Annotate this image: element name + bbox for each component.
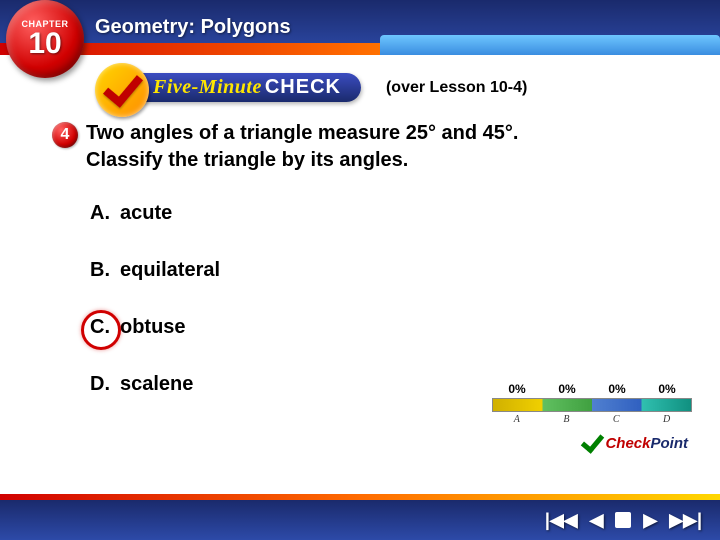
- five-minute-check-row: Five-MinuteCHECK (over Lesson 10-4): [105, 73, 690, 102]
- page-title: Geometry: Polygons: [95, 16, 291, 39]
- question-line-2: Classify the triangle by its angles.: [86, 147, 518, 174]
- response-bar-chart: 0% 0% 0% 0% A B C D: [492, 382, 692, 425]
- lbl-c: C: [613, 414, 620, 425]
- question-text: Two angles of a triangle measure 25° and…: [86, 120, 518, 174]
- pct-c: 0%: [608, 382, 625, 396]
- footer-stripe: [0, 494, 720, 500]
- checkpoint-logo: CheckPoint: [581, 432, 688, 454]
- nav-stop-icon[interactable]: [615, 512, 631, 528]
- choice-a[interactable]: A. acute: [90, 202, 690, 225]
- checkpoint-part2: Point: [651, 435, 689, 452]
- lbl-a: A: [514, 414, 520, 425]
- label-row: A B C D: [492, 414, 692, 425]
- nav-next-icon[interactable]: ▶: [643, 510, 657, 531]
- choice-letter: C.: [90, 316, 120, 339]
- content-area: Five-MinuteCHECK (over Lesson 10-4) 4 Tw…: [0, 55, 720, 500]
- fmc-brand-part2: CHECK: [265, 76, 341, 98]
- lbl-d: D: [663, 414, 670, 425]
- checkmark-icon: [581, 432, 603, 454]
- choice-letter: B.: [90, 259, 120, 282]
- choice-c[interactable]: C. obtuse: [90, 316, 690, 339]
- pct-b: 0%: [558, 382, 575, 396]
- chapter-number: 10: [28, 29, 61, 59]
- chapter-badge: CHAPTER 10: [6, 0, 84, 78]
- response-bar-band: [492, 398, 692, 412]
- five-minute-check-badge: Five-MinuteCHECK: [105, 73, 361, 102]
- question-number-bullet: 4: [52, 122, 78, 148]
- percent-row: 0% 0% 0% 0%: [492, 382, 692, 396]
- checkmark-icon: [95, 63, 149, 117]
- choice-text: obtuse: [120, 316, 186, 339]
- nav-prev-icon[interactable]: ◀: [590, 510, 604, 531]
- choice-b[interactable]: B. equilateral: [90, 259, 690, 282]
- choices-list: A. acute B. equilateral C. obtuse D. sca…: [90, 202, 690, 396]
- choice-text: equilateral: [120, 259, 220, 282]
- footer-bar: |◀◀ ◀ ▶ ▶▶|: [0, 500, 720, 540]
- pct-a: 0%: [508, 382, 525, 396]
- header-stripe: [0, 43, 720, 55]
- nav-last-icon[interactable]: ▶▶|: [669, 510, 702, 531]
- pct-d: 0%: [658, 382, 675, 396]
- question-row: 4 Two angles of a triangle measure 25° a…: [52, 120, 690, 174]
- checkpoint-part1: Check: [605, 435, 650, 452]
- lbl-b: B: [563, 414, 569, 425]
- fmc-brand-part1: Five-Minute: [153, 76, 262, 98]
- choice-text: scalene: [120, 373, 193, 396]
- nav-first-icon[interactable]: |◀◀: [545, 510, 578, 531]
- choice-letter: A.: [90, 202, 120, 225]
- choice-text: acute: [120, 202, 172, 225]
- header-bar: CHAPTER 10 Geometry: Polygons: [0, 0, 720, 55]
- over-lesson-label: (over Lesson 10-4): [386, 79, 527, 97]
- choice-letter: D.: [90, 373, 120, 396]
- question-line-1: Two angles of a triangle measure 25° and…: [86, 120, 518, 147]
